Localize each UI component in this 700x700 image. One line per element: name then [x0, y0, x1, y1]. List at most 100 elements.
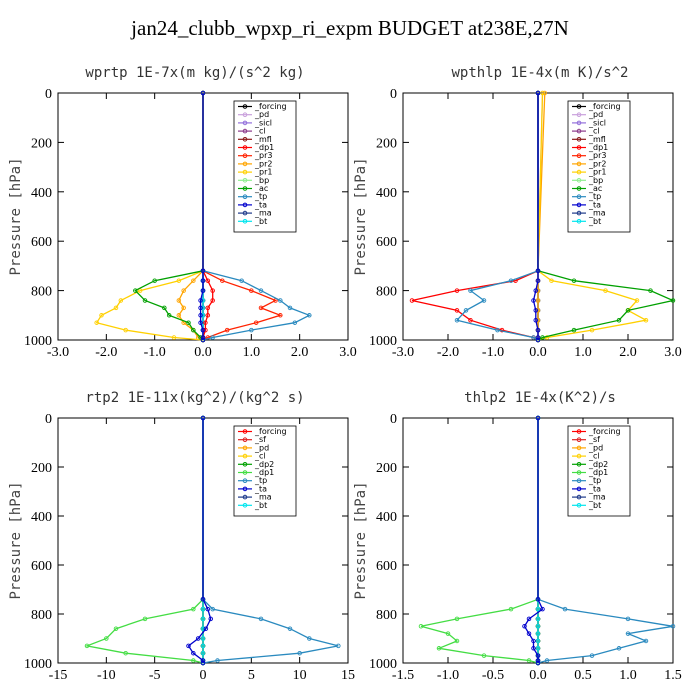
data-point — [200, 643, 206, 649]
y-axis-label: Pressure [hPa] — [8, 481, 24, 599]
data-point — [571, 327, 577, 333]
series-line-dp1 — [420, 418, 539, 664]
data-point — [495, 327, 500, 333]
data-point — [625, 631, 631, 636]
x-tick-label: -2.0 — [437, 345, 459, 360]
data-point — [307, 313, 312, 318]
data-point — [625, 616, 631, 622]
legend-label: _ma — [254, 209, 272, 218]
x-tick-label: -1.0 — [144, 345, 166, 360]
legend-marker — [576, 494, 582, 500]
data-point — [200, 626, 206, 631]
panel-title: wpthlp 1E-4x(m K)/s^2 — [451, 65, 628, 81]
x-tick-label: -1.5 — [392, 668, 414, 683]
legend-label: _pr1 — [254, 168, 272, 177]
x-tick-label: 0 — [200, 668, 207, 683]
data-point — [200, 658, 206, 663]
data-point — [249, 288, 254, 293]
data-point — [186, 320, 191, 325]
legend-label: _pr3 — [588, 151, 606, 160]
data-point — [133, 288, 138, 293]
data-point — [589, 327, 595, 333]
data-point — [94, 320, 99, 325]
y-tick-label: 1000 — [369, 334, 397, 349]
data-point — [571, 278, 577, 283]
legend-marker — [576, 470, 582, 475]
legend-label: _ta — [254, 200, 267, 209]
data-point — [454, 616, 460, 622]
data-point — [454, 308, 460, 313]
chart-panel-2: wpthlp 1E-4x(m K)/s^2 Pressure [hPa] -3.0 -… — [353, 65, 682, 360]
legend-label: _forcing — [254, 102, 287, 111]
data-point — [239, 278, 244, 283]
data-point — [540, 606, 545, 612]
panel-title: rtp2 1E-11x(kg^2)/(kg^2 s) — [85, 390, 304, 406]
legend-label: _dp1 — [254, 143, 274, 152]
legend-marker — [242, 437, 248, 443]
data-point — [535, 298, 541, 303]
series-line-pr1 — [95, 93, 204, 341]
data-point — [171, 335, 177, 340]
x-tick-label: -1.0 — [437, 668, 459, 683]
data-point — [670, 298, 676, 303]
panel-title: wprtp 1E-7x(m kg)/(s^2 kg) — [85, 65, 304, 81]
legend-marker — [242, 128, 248, 134]
data-point — [198, 320, 203, 325]
data-point — [292, 320, 298, 325]
data-point — [200, 268, 206, 274]
legend: _forcing_sf_pd_cl_dp2_dp1_tp_ta_ma_bt — [233, 425, 297, 517]
data-point — [481, 653, 487, 658]
legend-marker — [242, 112, 248, 117]
legend-marker — [576, 128, 582, 134]
data-point — [535, 660, 541, 666]
legend-label: _sf — [588, 435, 600, 444]
data-point — [142, 298, 148, 303]
legend-marker — [242, 210, 248, 216]
data-point — [249, 327, 254, 333]
legend-label: _ma — [254, 493, 272, 502]
data-point — [526, 631, 532, 636]
data-point — [224, 327, 230, 333]
data-point — [200, 278, 206, 283]
data-point — [336, 643, 341, 649]
data-point — [616, 317, 622, 323]
data-point — [253, 320, 259, 325]
data-point — [562, 606, 568, 612]
legend-marker — [576, 120, 582, 126]
x-tick-label: 10 — [293, 668, 307, 683]
data-point — [531, 298, 536, 303]
data-point — [526, 616, 532, 622]
data-point — [463, 308, 469, 313]
legend-marker — [576, 453, 582, 459]
legend-label: _tp — [254, 192, 267, 201]
x-tick-label: 5 — [248, 668, 255, 683]
data-point — [215, 658, 220, 663]
data-point — [200, 90, 206, 96]
legend-marker — [576, 478, 582, 484]
data-point — [176, 313, 182, 318]
legend-label: _ac — [254, 184, 268, 193]
data-point — [535, 606, 541, 612]
data-point — [643, 317, 649, 323]
data-point — [278, 298, 283, 303]
legend-marker — [242, 494, 248, 500]
data-point — [508, 606, 514, 612]
legend-marker — [242, 104, 248, 109]
data-point — [200, 650, 206, 656]
data-point — [181, 305, 186, 311]
data-point — [535, 624, 541, 629]
y-tick-label: 600 — [31, 235, 52, 250]
data-point — [210, 288, 215, 293]
x-tick-label: 15 — [341, 668, 355, 683]
legend: _forcing_pd_sicl_cl_mfl_dp1_pr3_pr2_pr1_… — [233, 100, 297, 233]
data-point — [535, 653, 541, 658]
legend-marker — [576, 437, 582, 443]
data-point — [535, 658, 541, 663]
data-point — [191, 650, 196, 656]
legend-marker — [242, 503, 248, 508]
data-point — [191, 278, 196, 283]
x-tick-label: 1.0 — [619, 668, 637, 683]
data-point — [533, 317, 539, 323]
y-tick-label: 1000 — [24, 334, 52, 349]
series-line-dp1 — [84, 418, 204, 664]
